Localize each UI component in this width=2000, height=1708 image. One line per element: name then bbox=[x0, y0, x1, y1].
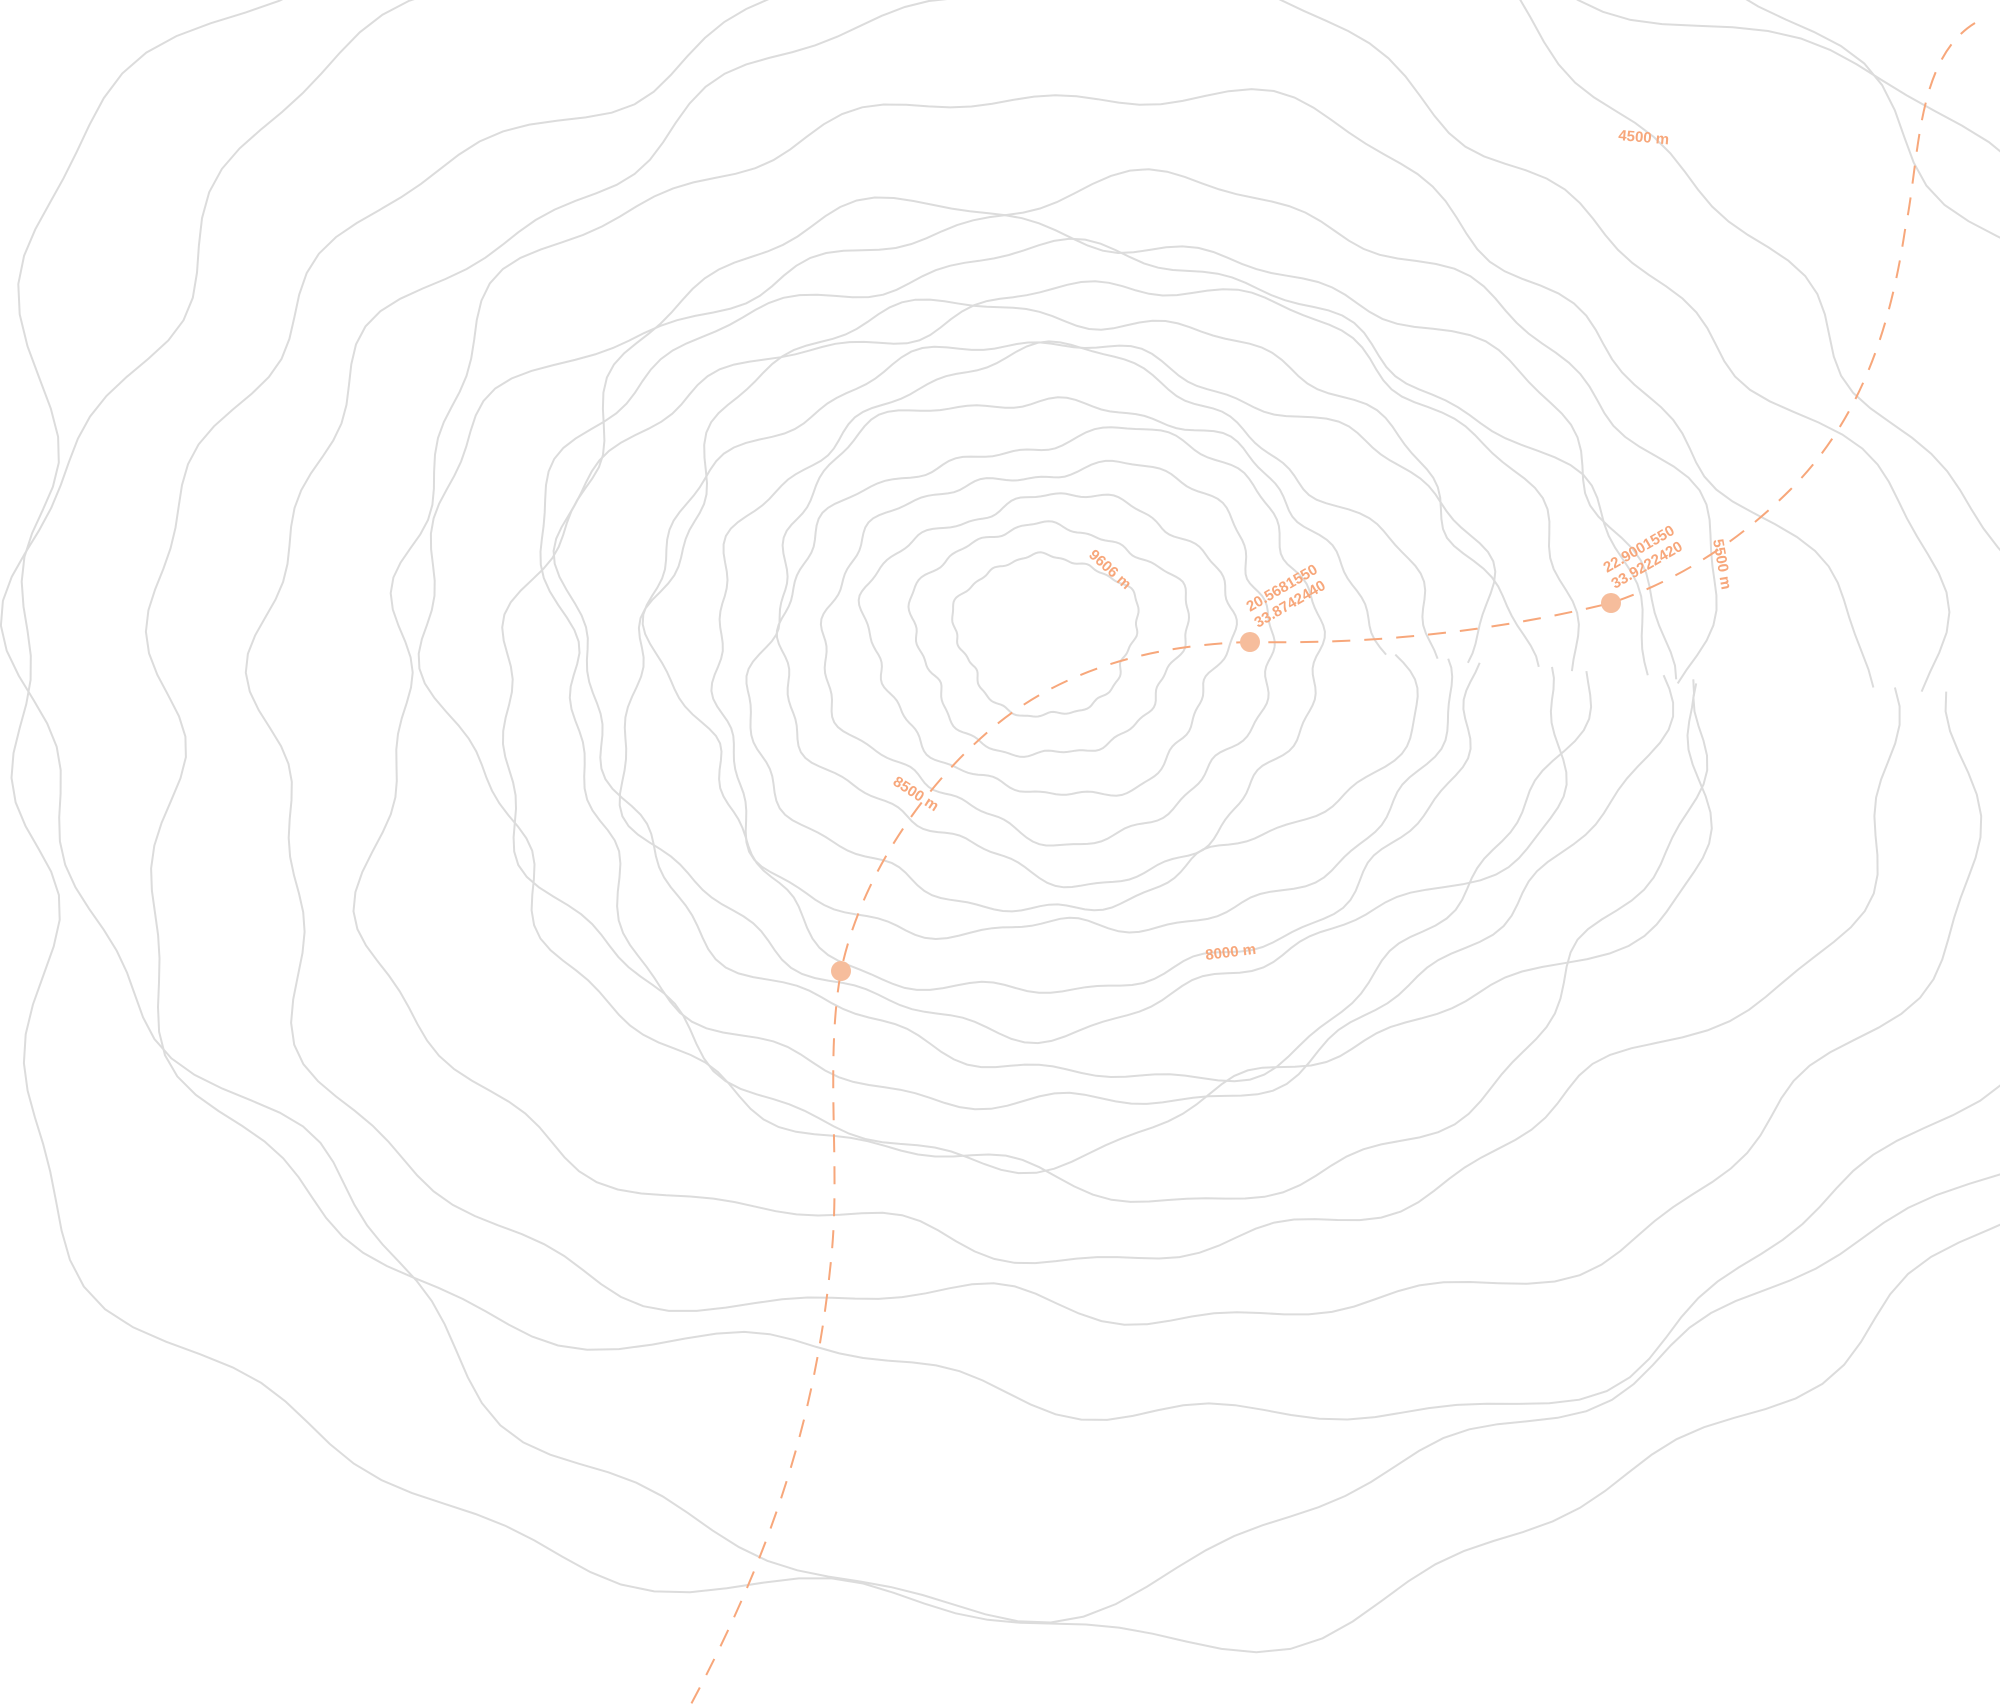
contour-line bbox=[539, 237, 1675, 1111]
elevation-label: 9606 m bbox=[1085, 546, 1134, 593]
contour-line bbox=[417, 168, 1718, 1203]
contour-line bbox=[857, 492, 1238, 797]
contour-line bbox=[710, 340, 1454, 941]
contour-line bbox=[144, 0, 2000, 1421]
contour-line bbox=[819, 459, 1276, 847]
contour-line bbox=[641, 341, 1497, 994]
contour-line bbox=[907, 520, 1191, 758]
contour-line bbox=[618, 298, 1568, 1045]
contour-line bbox=[501, 196, 1713, 1175]
waypoint-marker[interactable] bbox=[831, 961, 851, 981]
route-path bbox=[688, 22, 1976, 1708]
contour-line bbox=[0, 0, 2000, 1624]
contour-line bbox=[10, 0, 2000, 1654]
contour-line bbox=[775, 426, 1326, 889]
contour-line bbox=[244, 0, 1983, 1326]
contour-line bbox=[552, 280, 1593, 1083]
elevation-label: 4500 m bbox=[1618, 127, 1670, 148]
contour-line bbox=[951, 551, 1140, 718]
contour-line bbox=[352, 88, 1901, 1265]
waypoint-2[interactable]: 22.9001550 33.9222420 bbox=[1601, 522, 1686, 613]
waypoint-3[interactable] bbox=[831, 961, 851, 981]
waypoint-marker[interactable] bbox=[1240, 632, 1260, 652]
contour-lines bbox=[0, 0, 2000, 1654]
contour-line bbox=[745, 396, 1419, 913]
waypoint-marker[interactable] bbox=[1601, 593, 1621, 613]
elevation-label: 8000 m bbox=[1204, 941, 1257, 964]
